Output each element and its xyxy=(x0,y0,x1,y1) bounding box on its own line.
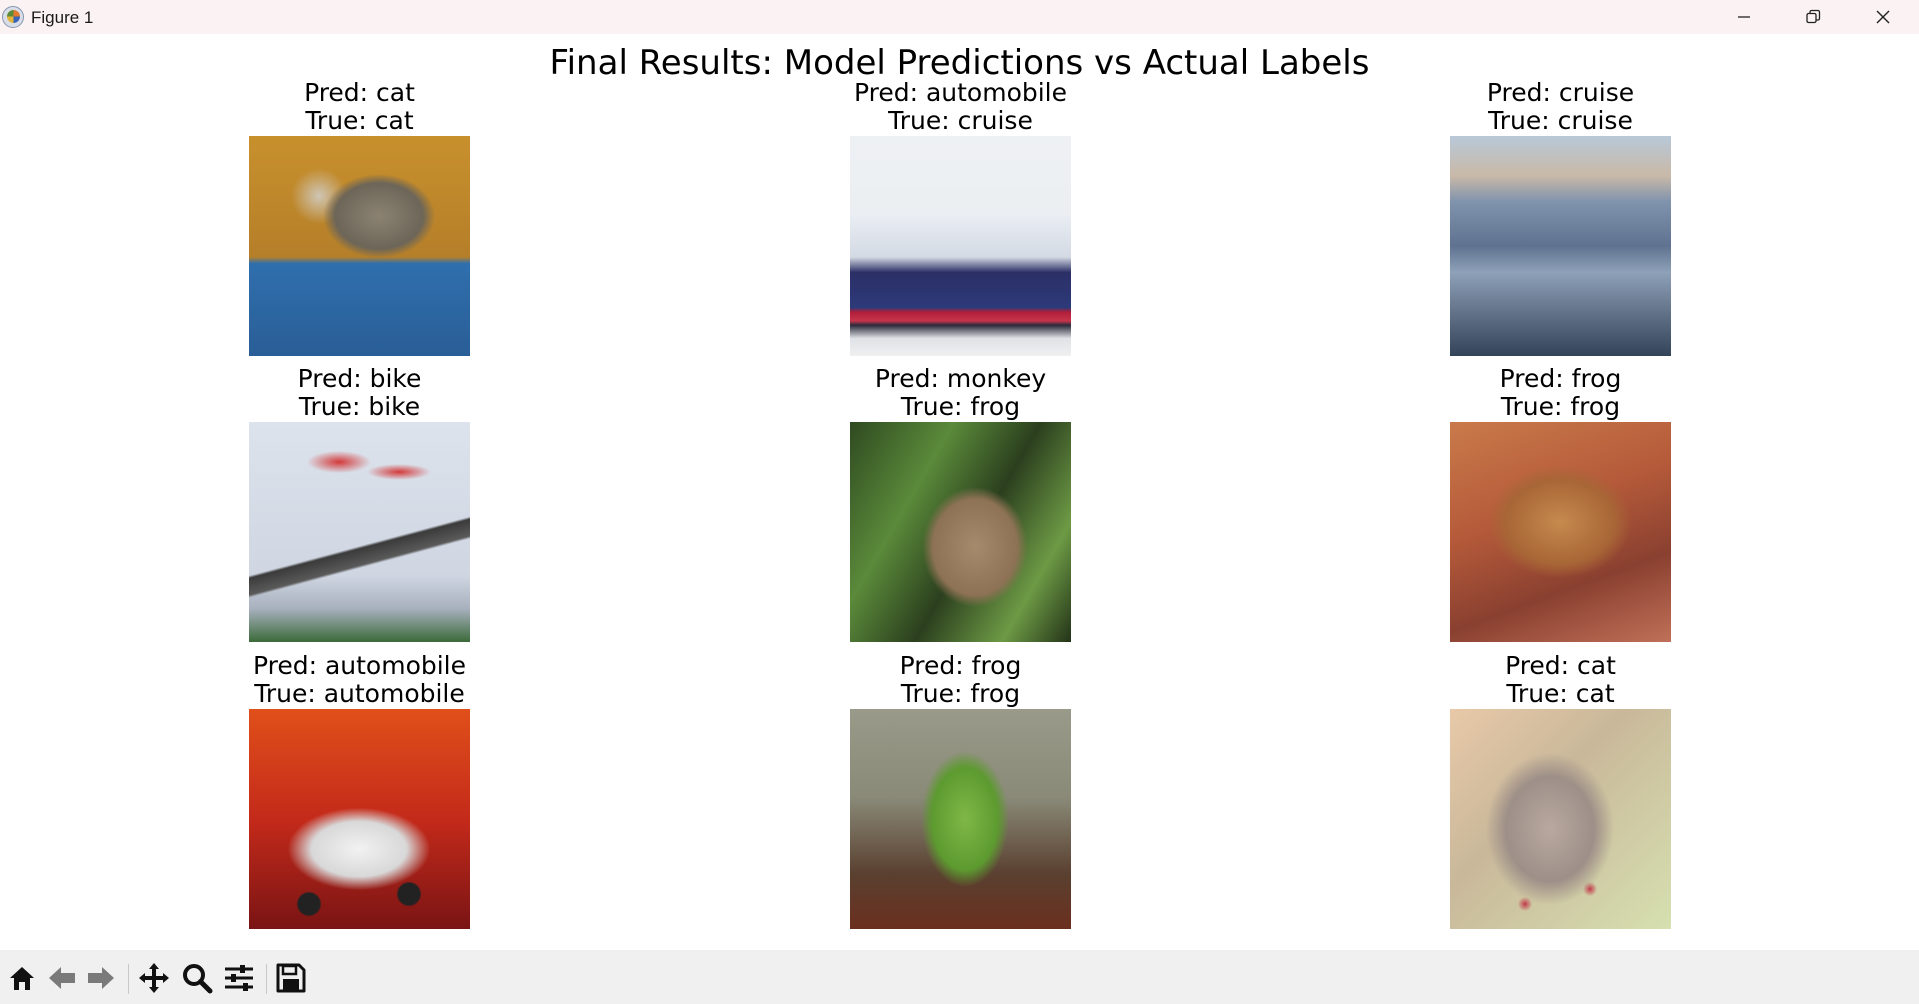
sample-image xyxy=(249,136,470,356)
restore-button[interactable] xyxy=(1779,0,1847,34)
prediction-label: Pred: automobile xyxy=(252,651,467,680)
subplot-caption: Pred: bike True: bike xyxy=(109,365,610,421)
restore-icon xyxy=(1806,9,1821,24)
true-label: True: bike xyxy=(298,392,421,421)
forward-arrow-icon xyxy=(88,967,114,989)
back-arrow-icon xyxy=(49,967,75,989)
subplot-caption: Pred: automobile True: automobile xyxy=(109,652,610,708)
subplot-caption: Pred: cat True: cat xyxy=(1310,652,1811,708)
toolbar-separator xyxy=(266,964,267,994)
subplot-caption: Pred: cruise True: cruise xyxy=(1310,79,1811,135)
sample-image xyxy=(850,422,1071,642)
true-label: True: frog xyxy=(900,392,1021,421)
prediction-label: Pred: automobile xyxy=(853,78,1068,107)
sample-image xyxy=(1450,136,1671,356)
pan-button[interactable] xyxy=(137,961,171,995)
subplot-caption: Pred: automobile True: cruise xyxy=(710,79,1211,135)
window-title: Figure 1 xyxy=(31,8,94,27)
zoom-icon xyxy=(183,964,213,994)
save-button[interactable] xyxy=(274,961,308,995)
prediction-label: Pred: frog xyxy=(1499,364,1622,393)
forward-button[interactable] xyxy=(84,961,118,995)
sample-image xyxy=(249,709,470,929)
navigation-toolbar xyxy=(0,950,1919,1004)
zoom-button[interactable] xyxy=(180,961,214,995)
prediction-label: Pred: frog xyxy=(899,651,1022,680)
sample-image xyxy=(1450,709,1671,929)
true-label: True: automobile xyxy=(254,679,465,708)
toolbar-separator xyxy=(128,964,129,994)
true-label: True: cat xyxy=(305,106,414,135)
pan-icon xyxy=(139,963,169,993)
subplot-caption: Pred: frog True: frog xyxy=(710,652,1211,708)
true-label: True: cruise xyxy=(888,106,1033,135)
back-button[interactable] xyxy=(45,961,79,995)
save-icon xyxy=(276,963,306,993)
sample-image xyxy=(850,136,1071,356)
subplot-caption: Pred: cat True: cat xyxy=(109,79,610,135)
true-label: True: cat xyxy=(1506,679,1615,708)
subplot-caption: Pred: monkey True: frog xyxy=(710,365,1211,421)
prediction-label: Pred: cruise xyxy=(1486,78,1635,107)
home-button[interactable] xyxy=(5,961,39,995)
prediction-label: Pred: cat xyxy=(304,78,415,107)
home-icon xyxy=(10,967,34,990)
true-label: True: frog xyxy=(1500,392,1621,421)
prediction-label: Pred: cat xyxy=(1505,651,1616,680)
true-label: True: cruise xyxy=(1488,106,1633,135)
figure-title: Final Results: Model Predictions vs Actu… xyxy=(549,43,1370,83)
configure-subplots-icon xyxy=(225,965,253,991)
subplot-caption: Pred: frog True: frog xyxy=(1310,365,1811,421)
minimize-icon xyxy=(1738,16,1750,18)
matplotlib-logo-icon xyxy=(2,6,24,28)
close-button[interactable] xyxy=(1849,0,1917,34)
prediction-label: Pred: bike xyxy=(297,364,422,393)
close-icon xyxy=(1876,10,1890,24)
sample-image xyxy=(249,422,470,642)
prediction-label: Pred: monkey xyxy=(874,364,1047,393)
true-label: True: frog xyxy=(900,679,1021,708)
window-title-bar: Figure 1 xyxy=(0,0,1919,34)
minimize-button[interactable] xyxy=(1710,0,1778,34)
sample-image xyxy=(850,709,1071,929)
configure-subplots-button[interactable] xyxy=(222,961,256,995)
sample-image xyxy=(1450,422,1671,642)
